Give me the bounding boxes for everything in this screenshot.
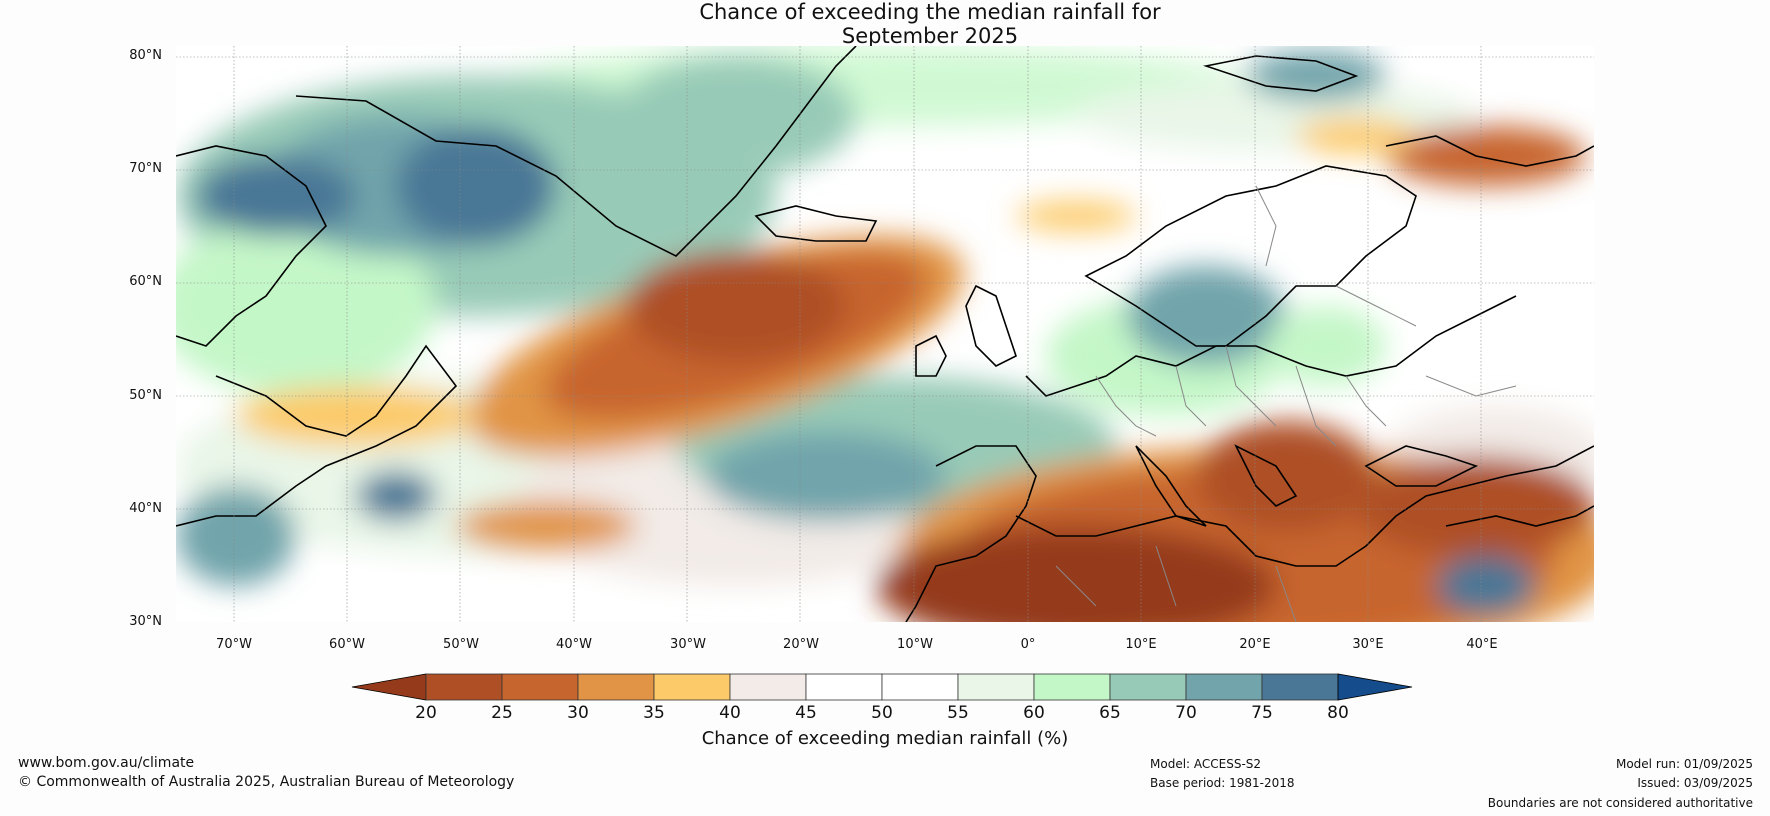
colorbar-tick-40: 40 <box>719 703 741 723</box>
footer-website: www.bom.gov.au/climate <box>18 755 195 771</box>
colorbar-tick-60: 60 <box>1023 703 1045 723</box>
coastlines <box>176 46 1594 622</box>
lat-label-50n: 50°N <box>129 388 162 403</box>
rainfall-anomaly-fields <box>176 46 1594 622</box>
lon-label-30w: 30°W <box>670 637 706 652</box>
lat-label-40n: 40°N <box>129 501 162 516</box>
colorbar-segment-25-30 <box>501 673 579 701</box>
colorbar-tick-80: 80 <box>1327 703 1349 723</box>
colorbar-tick-35: 35 <box>643 703 665 723</box>
footer-disclaimer: Boundaries are not considered authoritat… <box>1487 796 1753 810</box>
lon-label-40w: 40°W <box>556 637 592 652</box>
lon-label-0: 0° <box>1020 637 1036 652</box>
colorbar-tick-20: 20 <box>415 703 437 723</box>
colorbar-segment-70-75 <box>1185 673 1263 701</box>
colorbar-tick-50: 50 <box>871 703 893 723</box>
colorbar-tick-45: 45 <box>795 703 817 723</box>
lon-label-20e: 20°E <box>1239 637 1271 652</box>
colorbar-tick-55: 55 <box>947 703 969 723</box>
colorbar-segment-65-70 <box>1109 673 1187 701</box>
colorbar <box>351 673 1413 701</box>
lat-label-60n: 60°N <box>129 274 162 289</box>
lon-label-30e: 30°E <box>1352 637 1384 652</box>
lon-label-70w: 70°W <box>216 637 252 652</box>
colorbar-segment-35-40 <box>653 673 731 701</box>
colorbar-segment-55-60 <box>957 673 1035 701</box>
rainfall-map <box>176 46 1594 622</box>
graticule <box>176 46 1594 622</box>
colorbar-tick-25: 25 <box>491 703 513 723</box>
colorbar-extend-high <box>1337 673 1413 701</box>
lon-label-20w: 20°W <box>783 637 819 652</box>
lon-label-10w: 10°W <box>897 637 933 652</box>
colorbar-tick-30: 30 <box>567 703 589 723</box>
footer-model: Model: ACCESS-S2 <box>1150 757 1262 771</box>
title-line-2: September 2025 <box>841 24 1019 48</box>
title-line-1: Chance of exceeding the median rainfall … <box>699 0 1161 24</box>
colorbar-segment-75-80 <box>1261 673 1339 701</box>
lat-label-30n: 30°N <box>129 614 162 629</box>
lon-label-40e: 40°E <box>1466 637 1498 652</box>
footer-model-run: Model run: 01/09/2025 <box>1615 757 1753 771</box>
colorbar-tick-75: 75 <box>1251 703 1273 723</box>
colorbar-tick-70: 70 <box>1175 703 1197 723</box>
footer-copyright: © Commonwealth of Australia 2025, Austra… <box>18 774 515 790</box>
colorbar-segment-45-50 <box>805 673 883 701</box>
lon-label-50w: 50°W <box>443 637 479 652</box>
map-title: Chance of exceeding the median rainfall … <box>0 0 1770 48</box>
lon-label-10e: 10°E <box>1125 637 1157 652</box>
colorbar-segment-20-25 <box>425 673 503 701</box>
colorbar-label: Chance of exceeding median rainfall (%) <box>701 728 1069 749</box>
lon-label-60w: 60°W <box>329 637 365 652</box>
colorbar-segment-60-65 <box>1033 673 1111 701</box>
colorbar-extend-low <box>351 673 427 701</box>
colorbar-segment-50-55 <box>881 673 959 701</box>
footer-base-period: Base period: 1981-2018 <box>1150 776 1295 790</box>
colorbar-segment-40-45 <box>729 673 807 701</box>
lat-label-80n: 80°N <box>129 48 162 63</box>
lat-label-70n: 70°N <box>129 161 162 176</box>
footer-issued: Issued: 03/09/2025 <box>1637 776 1753 790</box>
colorbar-segment-30-35 <box>577 673 655 701</box>
colorbar-tick-65: 65 <box>1099 703 1121 723</box>
